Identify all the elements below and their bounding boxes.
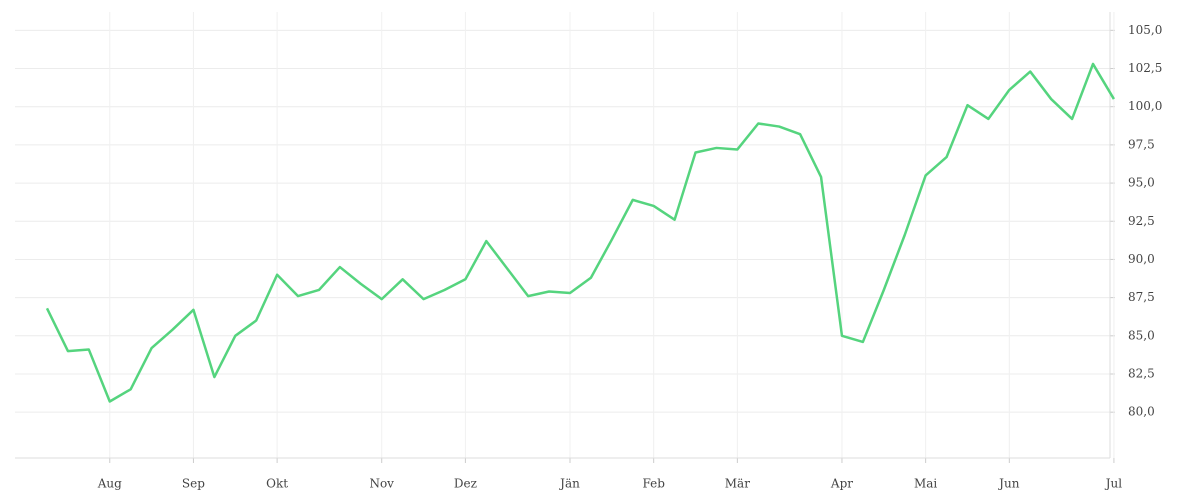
y-tick-label: 87,5 <box>1128 290 1155 304</box>
y-tick-label: 80,0 <box>1128 405 1155 419</box>
y-tick-label: 105,0 <box>1128 23 1162 37</box>
x-tick-label: Feb <box>642 477 665 491</box>
x-tick-label: Mai <box>914 477 937 491</box>
y-tick-label: 92,5 <box>1128 214 1155 228</box>
y-tick-label: 82,5 <box>1128 366 1155 380</box>
x-tick-label: Mär <box>725 477 750 491</box>
x-tick-label: Aug <box>97 477 122 491</box>
y-tick-label: 102,5 <box>1128 61 1162 75</box>
x-tick-label: Jun <box>997 477 1020 491</box>
x-tick-label: Sep <box>182 477 205 491</box>
x-tick-label: Jul <box>1104 477 1123 491</box>
x-tick-label: Nov <box>369 477 394 491</box>
x-tick-label: Okt <box>266 477 288 491</box>
y-tick-label: 95,0 <box>1128 176 1155 190</box>
y-tick-label: 85,0 <box>1128 328 1155 342</box>
data-line <box>45 62 1115 403</box>
y-tick-label: 90,0 <box>1128 252 1155 266</box>
y-tick-label: 100,0 <box>1128 99 1162 113</box>
x-tick-label: Dez <box>454 477 477 491</box>
y-tick-label: 97,5 <box>1128 137 1155 151</box>
x-tick-label: Apr <box>830 477 853 491</box>
x-tick-label: Jän <box>558 477 580 491</box>
